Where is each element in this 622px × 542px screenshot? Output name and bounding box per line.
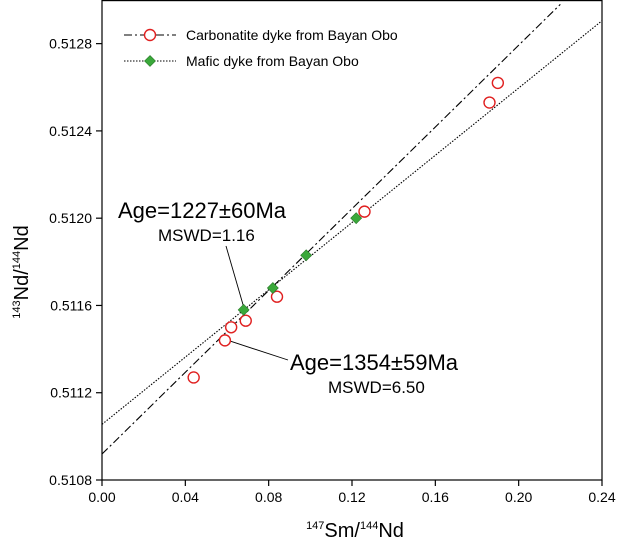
carbonatite-point bbox=[187, 371, 200, 384]
carbonatite-point bbox=[270, 290, 284, 303]
x-axis-ticks: 0.00 0.04 0.08 0.12 0.16 0.20 0.24 bbox=[88, 480, 616, 505]
carbonatite-point bbox=[239, 314, 252, 327]
carbonatite-point bbox=[358, 205, 371, 218]
y-tick-label: 0.5124 bbox=[49, 123, 92, 139]
carbonatite-point bbox=[483, 96, 496, 109]
x-tick-label: 0.20 bbox=[505, 489, 532, 505]
mafic-point bbox=[237, 303, 250, 316]
fit-lines bbox=[102, 3, 602, 455]
age-annotation-carbonatite: Age=1354±59Ma bbox=[290, 350, 459, 375]
x-tick-label: 0.08 bbox=[255, 489, 282, 505]
data-markers bbox=[187, 76, 505, 384]
y-axis-title: 143Nd/144Nd bbox=[11, 225, 33, 318]
x-tick-label: 0.16 bbox=[422, 489, 449, 505]
legend-marker-carbonatite bbox=[143, 28, 157, 42]
mswd-annotation-carbonatite: MSWD=6.50 bbox=[328, 378, 425, 397]
legend-marker-mafic bbox=[144, 55, 156, 67]
carbonatite-point bbox=[218, 334, 232, 347]
legend-label-carbonatite: Carbonatite dyke from Bayan Obo bbox=[186, 27, 398, 43]
mswd-annotation-mafic: MSWD=1.16 bbox=[158, 226, 255, 245]
carbonatite-isochron-line bbox=[102, 3, 561, 455]
leader-line-carbonatite bbox=[230, 340, 289, 361]
y-tick-label: 0.5120 bbox=[49, 210, 92, 226]
legend-label-mafic: Mafic dyke from Bayan Obo bbox=[186, 53, 359, 69]
legend: Carbonatite dyke from Bayan Obo Mafic dy… bbox=[124, 27, 398, 69]
x-tick-label: 0.24 bbox=[588, 489, 615, 505]
y-axis-ticks: 0.5108 0.5112 0.5116 0.5120 0.5124 0.5128 bbox=[49, 36, 102, 488]
x-tick-label: 0.12 bbox=[338, 489, 365, 505]
leader-line-mafic bbox=[225, 245, 245, 307]
carbonatite-point bbox=[224, 321, 238, 334]
mafic-point bbox=[300, 249, 313, 262]
y-tick-label: 0.5128 bbox=[49, 36, 92, 52]
y-tick-label: 0.5108 bbox=[49, 472, 92, 488]
carbonatite-point bbox=[491, 76, 505, 90]
x-axis-title: 147Sm/144Nd bbox=[306, 520, 404, 542]
y-tick-label: 0.5112 bbox=[50, 385, 92, 401]
y-tick-label: 0.5116 bbox=[50, 297, 92, 313]
age-annotation-mafic: Age=1227±60Ma bbox=[118, 198, 287, 223]
mafic-point bbox=[266, 282, 279, 294]
x-tick-label: 0.00 bbox=[88, 489, 115, 505]
x-tick-label: 0.04 bbox=[172, 489, 199, 505]
mafic-isochron-line bbox=[102, 20, 602, 425]
annotation-leader-lines bbox=[225, 245, 289, 361]
mafic-point bbox=[350, 212, 363, 225]
